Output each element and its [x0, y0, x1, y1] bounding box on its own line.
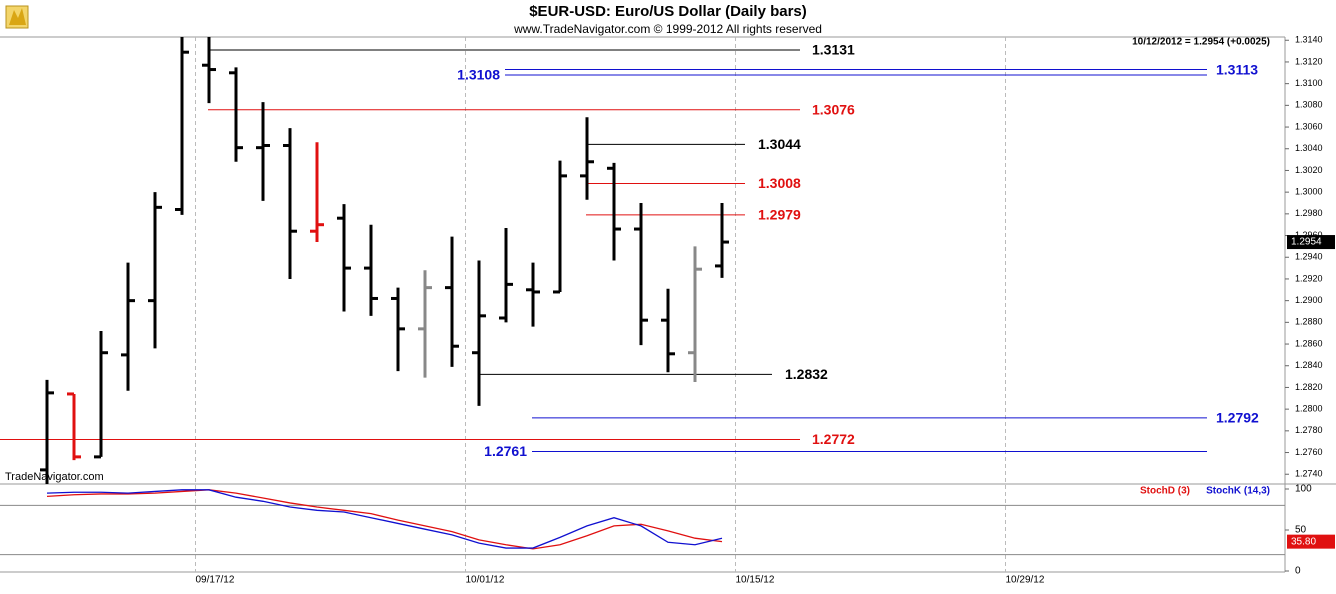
legend-label: StochK (14,3) — [1206, 486, 1270, 497]
y-tick-label: 1.2940 — [1295, 252, 1323, 262]
last-price-label: 1.2954 — [1291, 237, 1322, 248]
chart-title: $EUR-USD: Euro/US Dollar (Daily bars) — [529, 3, 807, 20]
last-price-box — [1287, 235, 1335, 250]
price-layer: 1.2740 1.2760 1.2780 1.2800 1.2820 1.2840 1.28… — [0, 35, 1335, 484]
level-label: 1.3008 — [758, 175, 801, 191]
level-label: 1.3044 — [758, 136, 801, 152]
y-tick-label: 1.3000 — [1295, 187, 1323, 197]
y-tick-label: 1.2840 — [1295, 360, 1323, 370]
y-tick-label: 1.3060 — [1295, 121, 1323, 131]
stoch-layer: 0 50 100 StochD (3) StochK (14,3) 35.80 — [0, 484, 1335, 577]
y-tick-label: 1.2760 — [1295, 447, 1323, 457]
stoch-line — [46, 489, 723, 550]
y-tick-label: 1.3100 — [1295, 78, 1323, 88]
quote-annotation: 10/12/2012 = 1.2954 (+0.0025) — [1132, 37, 1270, 48]
y-tick-label: 100 — [1295, 484, 1312, 495]
y-tick-label: 1.3020 — [1295, 165, 1323, 175]
y-tick-label: 1.2860 — [1295, 338, 1323, 348]
y-tick-label: 1.2880 — [1295, 317, 1323, 327]
y-tick-label: 1.2920 — [1295, 273, 1323, 283]
x-tick-label: 10/15/12 — [736, 575, 775, 586]
y-tick-label: 50 — [1295, 525, 1307, 536]
y-tick-label: 1.3140 — [1295, 35, 1323, 45]
y-tick-label: 0 — [1295, 566, 1301, 577]
level-label: 1.2772 — [812, 431, 855, 447]
y-tick-label: 1.3080 — [1295, 100, 1323, 110]
watermark: TradeNavigator.com — [5, 471, 104, 483]
level-label: 1.3131 — [812, 42, 855, 58]
level-label: 1.2761 — [484, 443, 527, 459]
y-tick-label: 1.2740 — [1295, 469, 1323, 479]
stoch-line — [46, 489, 723, 549]
logo — [5, 5, 29, 29]
grid-layer: 09/17/12 10/01/12 10/15/12 10/29/12 — [195, 37, 1045, 586]
level-label: 1.2979 — [758, 207, 801, 223]
level-label: 1.3108 — [457, 67, 500, 83]
chart-subtitle: www.TradeNavigator.com © 1999-2012 All r… — [513, 22, 822, 36]
level-label: 1.2792 — [1216, 410, 1259, 426]
x-tick-label: 10/29/12 — [1006, 575, 1045, 586]
y-tick-label: 1.3040 — [1295, 143, 1323, 153]
logo-shape — [9, 8, 26, 25]
y-tick-label: 1.3120 — [1295, 56, 1323, 66]
level-label: 1.3076 — [812, 101, 855, 117]
level-label: 1.3113 — [1216, 61, 1258, 77]
y-tick-label: 1.2980 — [1295, 208, 1323, 218]
y-tick-label: 1.2960 — [1295, 230, 1323, 240]
y-tick-label: 1.2900 — [1295, 295, 1323, 305]
y-tick-label: 1.2780 — [1295, 425, 1323, 435]
legend-label: StochD (3) — [1140, 486, 1190, 497]
x-tick-label: 09/17/12 — [196, 575, 235, 586]
y-tick-label: 1.2800 — [1295, 404, 1323, 414]
last-stoch-box — [1287, 534, 1335, 549]
y-tick-label: 1.2820 — [1295, 382, 1323, 392]
x-tick-label: 10/01/12 — [466, 575, 505, 586]
last-stoch-label: 35.80 — [1291, 536, 1316, 547]
level-label: 1.2832 — [785, 366, 828, 382]
